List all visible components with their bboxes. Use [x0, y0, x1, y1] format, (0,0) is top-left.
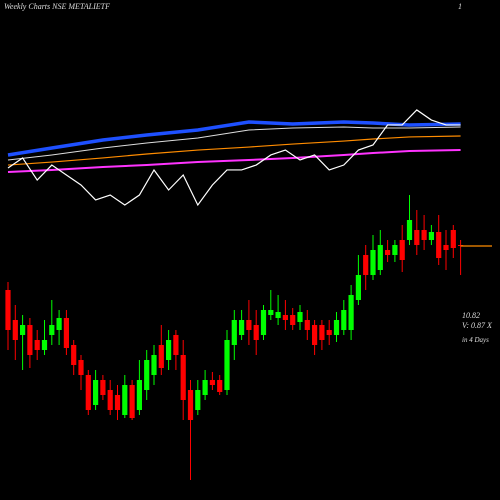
indicator-line — [7, 149, 461, 173]
indicator-line — [7, 120, 461, 157]
candle-body — [34, 340, 40, 350]
candle-body — [363, 255, 369, 275]
candle-body — [151, 355, 157, 375]
candle-body — [421, 230, 427, 240]
candle-body — [414, 230, 420, 245]
candle-body — [253, 325, 259, 340]
candle-body — [436, 232, 442, 258]
candle-body — [217, 380, 223, 392]
candle-body — [114, 395, 121, 410]
candle-body — [122, 385, 128, 415]
candle-body — [377, 245, 383, 270]
candle-body — [93, 380, 99, 405]
candle-body — [85, 375, 91, 410]
candle-body — [49, 325, 55, 335]
candle-body — [180, 355, 186, 400]
candle-body — [41, 340, 48, 350]
candle-body — [297, 312, 303, 322]
candle-body — [406, 220, 413, 240]
candle-body — [304, 320, 310, 330]
candle-body — [392, 245, 398, 255]
last-price: 10.82 — [462, 311, 480, 320]
chart-title: Weekly Charts NSE METALIETF — [4, 2, 110, 11]
candle-body — [290, 315, 296, 325]
candle-body — [239, 320, 245, 335]
candle-body — [129, 385, 135, 418]
candle-body — [100, 380, 106, 395]
candle-body — [333, 320, 340, 335]
candle-body — [312, 325, 318, 345]
candle-body — [450, 230, 456, 248]
candle-body — [260, 310, 267, 335]
candle-body — [282, 315, 288, 320]
candle-body — [275, 312, 281, 318]
indicator-line — [7, 109, 461, 207]
candle-body — [158, 345, 164, 368]
candle-body — [246, 320, 252, 330]
candle-body — [166, 340, 172, 360]
candle-body — [5, 290, 11, 330]
candle-body — [326, 330, 332, 335]
candle-body — [202, 380, 208, 395]
candle-body — [399, 240, 405, 260]
candle-body — [12, 320, 18, 340]
candle-body — [173, 335, 179, 355]
candle-body — [63, 318, 69, 348]
candle-body — [341, 310, 347, 330]
candle-body — [195, 390, 201, 410]
candle-body — [355, 275, 361, 300]
candle-body — [231, 320, 237, 345]
candle-body — [136, 380, 142, 410]
candle-body — [348, 295, 354, 330]
candle-body — [319, 325, 325, 340]
candle-body — [71, 345, 77, 365]
candle-body — [268, 310, 274, 315]
candle-body — [370, 250, 376, 275]
candle-body — [385, 250, 391, 255]
indicator-line — [7, 135, 461, 166]
candle-body — [56, 318, 62, 330]
candle-body — [20, 325, 26, 335]
candle-body — [209, 380, 215, 385]
volume-note: V: 0.87 X — [462, 321, 493, 330]
corner-label: 1 — [458, 2, 462, 11]
candle-body — [428, 232, 434, 240]
candle-body — [107, 390, 113, 410]
candle-body — [187, 390, 194, 420]
candle-body — [27, 325, 33, 355]
candle-body — [78, 360, 84, 375]
candle-body — [224, 340, 230, 390]
days-note: in 4 Days — [462, 336, 489, 344]
candle-body — [443, 245, 449, 250]
candle-body — [144, 360, 150, 390]
